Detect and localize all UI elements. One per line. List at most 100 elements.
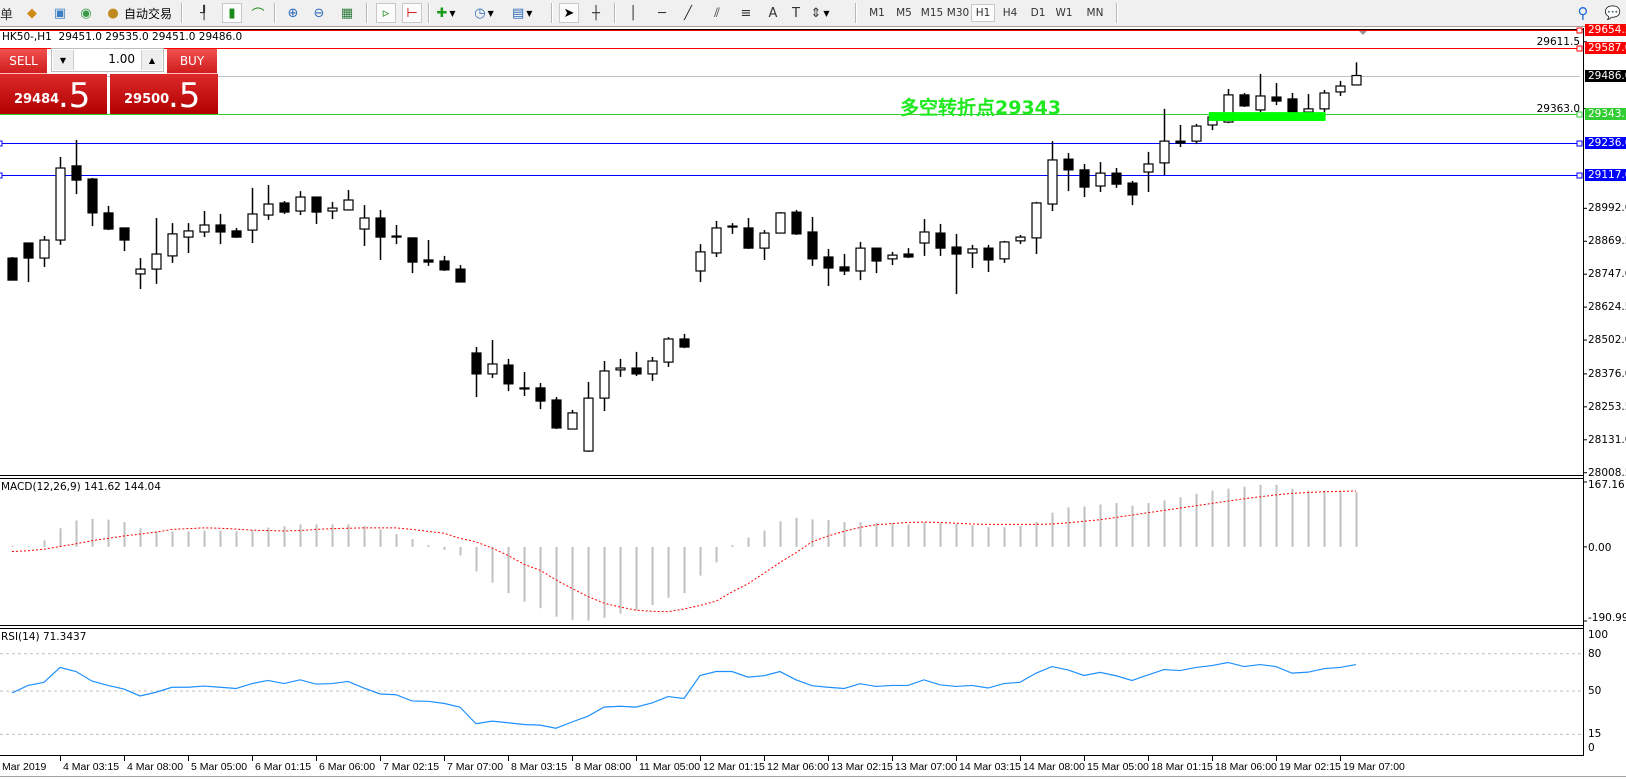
line-handle[interactable] (1576, 172, 1583, 179)
timeframe-mn[interactable]: MN (1086, 7, 1104, 19)
periods-icon[interactable]: ◷ ▼ (474, 5, 494, 21)
price-tag-29236.6: 29236.6 (1585, 137, 1626, 149)
green-rectangle-object[interactable] (1208, 112, 1326, 121)
market-watch-icon[interactable]: ◆ (27, 5, 37, 21)
zoom-out-icon[interactable]: ⊖ (313, 5, 325, 21)
candle (1143, 163, 1154, 173)
line-chart-icon[interactable]: ⌒ (251, 7, 265, 23)
crosshair-icon[interactable]: ┼ (592, 5, 600, 21)
lot-size-value[interactable]: 1.00 (108, 52, 135, 66)
line-handle[interactable] (1576, 45, 1583, 52)
candle (311, 196, 322, 213)
timeframe-w1[interactable]: W1 (1055, 7, 1073, 19)
timeframe-h4[interactable]: H4 (1002, 7, 1018, 19)
timeframe-m5[interactable]: M5 (896, 7, 912, 19)
time-label: 8 Mar 08:00 (575, 761, 632, 773)
auto-trading-icon[interactable]: ● (107, 5, 119, 21)
time-label: 11 Mar 05:00 (639, 761, 701, 773)
rsi-axis-0: 0 (1588, 742, 1595, 754)
candle (711, 227, 722, 254)
timeframe-m15[interactable]: M15 (920, 7, 944, 19)
line-handle[interactable] (0, 140, 3, 147)
auto-scroll-icon[interactable]: ▹ (376, 3, 396, 23)
time-label: 18 Mar 01:15 (1151, 761, 1213, 773)
candle (151, 253, 162, 270)
signals-icon[interactable]: ◉ (80, 5, 92, 21)
indicators-icon[interactable]: ✚ ▼ (436, 5, 456, 21)
trendline-icon[interactable]: ╱ (684, 5, 692, 21)
candle (1287, 98, 1298, 113)
time-label: 4 Mar 03:15 (63, 761, 120, 773)
time-label: 8 Mar 03:15 (511, 761, 568, 773)
candle (615, 367, 626, 371)
new-order-label-cut[interactable]: 单 (0, 7, 14, 23)
horizontal-line-icon[interactable]: ─ (658, 5, 666, 21)
navigator-icon[interactable]: ▣ (53, 5, 67, 21)
timeframe-m1[interactable]: M1 (869, 7, 885, 19)
candle (1031, 202, 1042, 239)
sell-price-button[interactable]: 29484 .5 (0, 74, 107, 114)
candle (1079, 169, 1090, 188)
candle (887, 254, 898, 260)
timeframe-d1[interactable]: D1 (1030, 7, 1046, 19)
sell-button[interactable]: SELL (0, 49, 47, 74)
buy-price-button[interactable]: 29500 .5 (110, 74, 218, 114)
macd-label: MACD(12,26,9) 141.62 144.04 (1, 481, 161, 493)
candle (695, 251, 706, 272)
line-handle[interactable] (1576, 140, 1583, 147)
chart-shift-marker[interactable] (1359, 31, 1367, 35)
chat-icon[interactable]: 💬 (1604, 5, 1622, 21)
line-handle[interactable] (0, 172, 3, 179)
candle (39, 239, 50, 259)
candlestick-icon[interactable]: ▮ (222, 3, 242, 23)
ask-price-main: 29500 (124, 92, 170, 107)
lot-increase-button[interactable]: ▲ (141, 50, 162, 70)
symbol-info-line: HK50-,H1 29451.0 29535.0 29451.0 29486.0 (2, 31, 243, 43)
line-handle[interactable] (1576, 27, 1583, 34)
candle (1015, 236, 1026, 242)
lot-size-field[interactable]: ▼ 1.00 ▲ (51, 48, 164, 72)
lot-decrease-button[interactable]: ▼ (53, 50, 74, 70)
cursor-icon[interactable]: ➤ (559, 3, 579, 23)
pivot-annotation[interactable]: 多空转折点29343 (900, 97, 1062, 120)
candle (535, 387, 546, 402)
price-tick-label: 28624.5 (1588, 301, 1626, 314)
timeframe-m30[interactable]: M30 (946, 7, 970, 19)
candle (791, 211, 802, 235)
auto-trading-button[interactable]: 自动交易 (124, 6, 173, 21)
price-tick-label: 29363.0 (1536, 102, 1580, 115)
candle (71, 165, 82, 181)
candle (999, 241, 1010, 260)
bar-chart-icon[interactable]: ┦ (200, 5, 208, 21)
candle (839, 266, 850, 272)
vertical-line-icon[interactable]: │ (629, 5, 637, 21)
candle (823, 256, 834, 269)
toolbar-separator (274, 3, 276, 23)
time-label: 15 Mar 05:00 (1087, 761, 1149, 773)
candle (743, 227, 754, 249)
candle (567, 412, 578, 430)
arrows-icon[interactable]: ⇕ ▼ (810, 5, 830, 21)
buy-button[interactable]: BUY (167, 49, 217, 74)
search-icon[interactable]: ⚲ (1577, 4, 1589, 22)
text-label-icon[interactable]: T (792, 5, 800, 21)
toolbar-separator (366, 3, 368, 23)
text-icon[interactable]: A (768, 5, 778, 21)
candle (583, 397, 594, 452)
equidistant-channel-icon[interactable]: ⫽ (714, 5, 720, 21)
candle (1047, 159, 1058, 205)
templates-icon[interactable]: ▤ ▼ (512, 5, 533, 21)
bid-price-main: 29484 (14, 92, 60, 107)
timeframe-h1[interactable]: H1 (971, 4, 995, 22)
candle (55, 167, 66, 241)
tile-windows-icon[interactable]: ▦ (340, 5, 354, 21)
fibonacci-icon[interactable]: ≡ (740, 5, 752, 21)
candle (183, 230, 194, 238)
candle (23, 242, 34, 259)
zoom-in-icon[interactable]: ⊕ (287, 5, 299, 21)
line-handle[interactable] (1576, 111, 1583, 118)
rsi-axis-100: 100 (1588, 629, 1609, 641)
chart-shift-icon[interactable]: ⊢ (402, 3, 422, 23)
candle (231, 230, 242, 238)
